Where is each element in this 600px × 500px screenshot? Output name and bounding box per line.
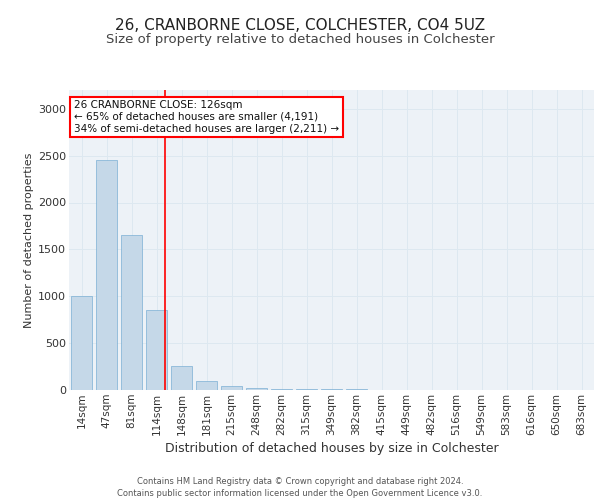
Text: Size of property relative to detached houses in Colchester: Size of property relative to detached ho… <box>106 32 494 46</box>
Bar <box>71 296 92 390</box>
Bar <box>171 366 192 390</box>
Text: 26, CRANBORNE CLOSE, COLCHESTER, CO4 5UZ: 26, CRANBORNE CLOSE, COLCHESTER, CO4 5UZ <box>115 18 485 32</box>
Y-axis label: Number of detached properties: Number of detached properties <box>24 152 34 328</box>
Bar <box>196 380 217 390</box>
Bar <box>146 310 167 390</box>
Bar <box>271 388 292 390</box>
Bar <box>246 388 267 390</box>
Text: Contains HM Land Registry data © Crown copyright and database right 2024.
Contai: Contains HM Land Registry data © Crown c… <box>118 476 482 498</box>
Bar <box>321 389 342 390</box>
Bar <box>121 236 142 390</box>
Bar <box>296 389 317 390</box>
Text: 26 CRANBORNE CLOSE: 126sqm
← 65% of detached houses are smaller (4,191)
34% of s: 26 CRANBORNE CLOSE: 126sqm ← 65% of deta… <box>74 100 339 134</box>
X-axis label: Distribution of detached houses by size in Colchester: Distribution of detached houses by size … <box>164 442 499 455</box>
Bar <box>221 386 242 390</box>
Bar <box>96 160 117 390</box>
